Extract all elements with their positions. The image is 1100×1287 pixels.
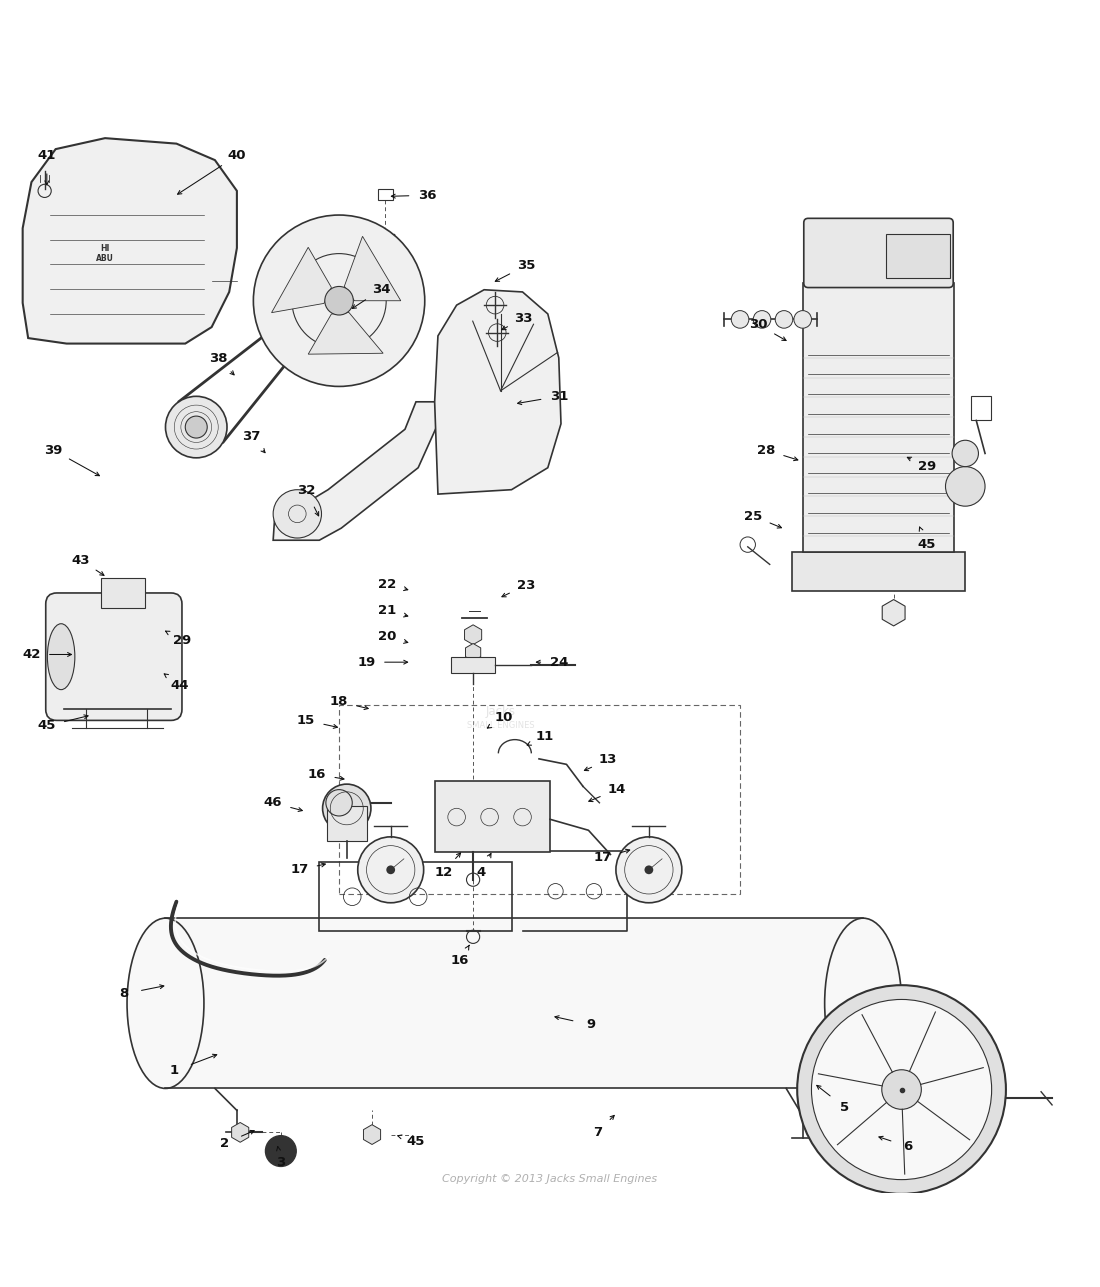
Text: 15: 15	[297, 714, 316, 727]
Text: SMALL ENGINES: SMALL ENGINES	[466, 722, 535, 731]
Text: 43: 43	[72, 553, 90, 566]
Circle shape	[754, 310, 771, 328]
Text: Jacks: Jacks	[485, 705, 516, 718]
Text: 46: 46	[264, 797, 283, 810]
Text: 22: 22	[378, 578, 396, 591]
Circle shape	[253, 215, 425, 386]
Text: 34: 34	[372, 283, 390, 296]
Bar	[377, 189, 393, 199]
Text: 1: 1	[169, 1064, 179, 1077]
Text: 3: 3	[276, 1156, 286, 1169]
Text: 19: 19	[358, 655, 376, 669]
Text: HI
ABU: HI ABU	[96, 243, 114, 264]
Ellipse shape	[126, 918, 204, 1089]
Text: 21: 21	[378, 604, 396, 616]
Bar	[434, 781, 550, 852]
Text: 38: 38	[209, 353, 228, 366]
Text: 24: 24	[550, 655, 568, 669]
Circle shape	[798, 985, 1005, 1194]
Text: 11: 11	[536, 731, 553, 744]
Text: 36: 36	[418, 189, 437, 202]
Text: 35: 35	[517, 259, 535, 272]
Circle shape	[812, 1000, 991, 1180]
Ellipse shape	[47, 624, 75, 690]
Text: 13: 13	[600, 753, 617, 767]
Text: 10: 10	[495, 710, 513, 723]
Bar	[319, 862, 512, 932]
Text: 2: 2	[220, 1136, 230, 1149]
Polygon shape	[434, 290, 561, 494]
Text: 30: 30	[749, 318, 768, 332]
Text: 4: 4	[476, 866, 485, 879]
Text: 17: 17	[290, 864, 309, 876]
Circle shape	[326, 790, 352, 816]
Text: 17: 17	[594, 851, 612, 865]
Text: 37: 37	[242, 430, 261, 444]
Text: 45: 45	[407, 1135, 426, 1148]
Polygon shape	[273, 402, 438, 541]
Circle shape	[324, 287, 353, 315]
Text: 29: 29	[173, 633, 191, 646]
Circle shape	[322, 784, 371, 833]
Text: 32: 32	[297, 484, 316, 497]
Text: 39: 39	[44, 444, 63, 457]
Text: 40: 40	[228, 149, 246, 162]
Text: 18: 18	[330, 695, 349, 708]
Circle shape	[946, 467, 986, 506]
Bar	[339, 705, 740, 894]
Text: 9: 9	[586, 1018, 595, 1031]
Circle shape	[386, 865, 395, 874]
Text: 42: 42	[22, 647, 41, 662]
Text: 20: 20	[378, 631, 397, 644]
Polygon shape	[272, 247, 331, 313]
Circle shape	[265, 1135, 296, 1166]
Polygon shape	[308, 313, 383, 354]
Bar	[165, 918, 864, 1089]
Text: 14: 14	[608, 782, 626, 797]
Bar	[803, 283, 955, 552]
Bar	[971, 396, 990, 421]
Polygon shape	[344, 237, 400, 301]
Text: 5: 5	[840, 1100, 849, 1113]
Text: 8: 8	[119, 987, 129, 1000]
Ellipse shape	[825, 918, 902, 1089]
Bar	[451, 656, 495, 673]
FancyBboxPatch shape	[804, 219, 954, 287]
Text: 12: 12	[434, 866, 452, 879]
Bar	[792, 552, 966, 591]
Text: 31: 31	[550, 390, 568, 403]
Circle shape	[776, 310, 793, 328]
Bar	[327, 806, 366, 842]
Text: 6: 6	[903, 1140, 913, 1153]
Text: 28: 28	[757, 444, 776, 457]
Text: 41: 41	[37, 149, 56, 162]
FancyBboxPatch shape	[46, 593, 182, 721]
Circle shape	[882, 1069, 922, 1109]
Circle shape	[794, 310, 812, 328]
Circle shape	[273, 489, 321, 538]
Text: 29: 29	[917, 461, 936, 474]
Text: 44: 44	[170, 678, 189, 691]
Circle shape	[953, 440, 979, 467]
Bar	[101, 578, 144, 609]
Text: 33: 33	[515, 311, 532, 324]
Text: 45: 45	[37, 719, 56, 732]
Text: 25: 25	[744, 510, 762, 523]
Bar	[887, 234, 949, 278]
Text: 7: 7	[593, 1126, 602, 1139]
Text: 16: 16	[451, 955, 469, 968]
Text: Copyright © 2013 Jacks Small Engines: Copyright © 2013 Jacks Small Engines	[442, 1174, 658, 1184]
Polygon shape	[23, 138, 236, 344]
Circle shape	[645, 865, 653, 874]
Text: 23: 23	[517, 579, 535, 592]
Circle shape	[732, 310, 749, 328]
Text: 45: 45	[917, 538, 936, 551]
Text: 16: 16	[308, 768, 327, 781]
Circle shape	[616, 837, 682, 902]
Circle shape	[165, 396, 227, 458]
Circle shape	[358, 837, 424, 902]
Circle shape	[185, 416, 207, 438]
